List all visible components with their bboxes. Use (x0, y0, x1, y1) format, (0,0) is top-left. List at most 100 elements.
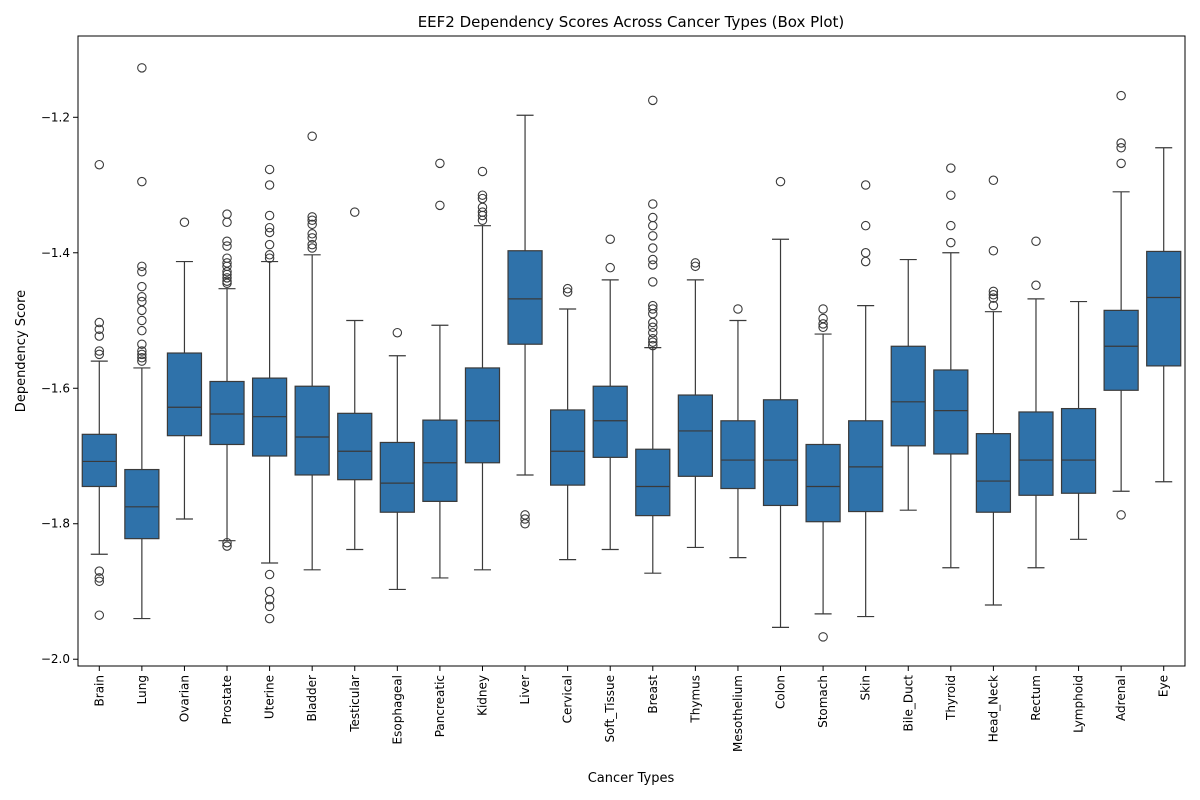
outlier-point (94, 331, 105, 341)
iqr-box (762, 399, 799, 507)
outlier-point (648, 260, 658, 270)
box-pancreatic (422, 158, 458, 579)
outlier-point (520, 518, 530, 529)
iqr-box (550, 409, 586, 486)
outlier-point (860, 220, 871, 231)
outlier-point (648, 231, 658, 241)
iqr-box (677, 394, 713, 477)
outlier-point (264, 601, 275, 612)
box-uterine (251, 164, 288, 624)
box-thyroid (933, 163, 969, 569)
outlier-point (222, 217, 232, 228)
x-tick-label: Thymus (688, 675, 702, 724)
outlier-point (307, 243, 317, 253)
x-tick-label: Stomach (816, 675, 830, 728)
outlier-point (477, 190, 488, 200)
outlier-point (988, 175, 999, 186)
iqr-box (507, 250, 543, 345)
outlier-point (137, 339, 147, 349)
outlier-point (860, 256, 871, 267)
outlier-point (137, 281, 147, 292)
y-axis-label: Dependency Score (14, 290, 29, 412)
iqr-box (933, 369, 969, 455)
outlier-point (307, 212, 317, 222)
x-tick-label: Mesothelium (731, 675, 745, 752)
box-brain (81, 159, 117, 620)
iqr-box (124, 468, 160, 540)
x-tick-label: Eye (1157, 675, 1171, 697)
outlier-point (988, 245, 999, 256)
x-tick-label: Testicular (348, 675, 362, 733)
iqr-box (81, 433, 117, 488)
outlier-point (648, 254, 658, 265)
outlier-point (264, 180, 275, 190)
outlier-point (349, 207, 360, 217)
outlier-point (1031, 280, 1041, 291)
outlier-point (137, 353, 147, 363)
outlier-point (392, 327, 403, 338)
outlier-point (988, 286, 999, 297)
outlier-point (648, 220, 658, 231)
outlier-point (94, 566, 105, 576)
outlier-point (520, 514, 530, 524)
x-tick-label: Esophageal (390, 675, 404, 744)
outlier-point (860, 248, 871, 258)
outlier-point (307, 131, 317, 142)
box-thymus (677, 258, 713, 549)
outlier-point (988, 300, 999, 311)
outlier-point (946, 190, 956, 200)
outlier-point (1116, 158, 1126, 169)
outlier-point (222, 273, 232, 283)
outlier-point (946, 237, 956, 248)
outlier-point (264, 569, 275, 580)
outlier-point (648, 334, 658, 344)
box-cervical (550, 283, 586, 561)
outlier-point (137, 63, 147, 73)
iqr-box (1103, 309, 1139, 391)
x-tick-label: Liver (518, 675, 532, 705)
box-soft-tissue (592, 234, 628, 551)
x-axis: Brain Lung Ovarian Prostate Uterine Bladder Te… (92, 666, 1171, 752)
outlier-point (988, 293, 999, 303)
outlier-point (648, 340, 658, 351)
box-kidney (464, 166, 501, 571)
outlier-point (605, 234, 615, 244)
outlier-point (1116, 143, 1126, 153)
y-tick-label: −1.6 (41, 381, 70, 395)
x-tick-label: Prostate (220, 675, 234, 724)
outlier-point (690, 258, 701, 268)
outlier-point (562, 283, 573, 294)
outlier-point (222, 278, 232, 289)
outlier-point (264, 164, 275, 175)
outlier-point (307, 215, 317, 226)
outlier-point (477, 166, 488, 177)
outlier-point (1116, 138, 1126, 148)
box-adrenal (1103, 90, 1139, 520)
iqr-box (294, 385, 330, 476)
outlier-point (648, 304, 658, 314)
outlier-point (477, 215, 488, 226)
outlier-point (94, 324, 105, 335)
x-tick-label: Kidney (475, 675, 489, 716)
box-prostate (209, 209, 245, 551)
outlier-point (1116, 510, 1126, 520)
x-tick-label: Cervical (561, 675, 575, 723)
iqr-box (166, 352, 203, 437)
x-tick-label: Rectum (1029, 675, 1043, 721)
x-tick-label: Bladder (305, 675, 319, 722)
x-tick-label: Pancreatic (433, 675, 447, 737)
box-testicular (337, 207, 373, 551)
x-tick-label: Soft_Tissue (603, 675, 617, 742)
x-tick-label: Head_Neck (986, 675, 1000, 742)
iqr-box (848, 420, 884, 513)
box-lymphoid (1060, 300, 1097, 540)
outlier-point (307, 239, 317, 250)
iqr-box (720, 420, 756, 490)
outlier-point (1031, 236, 1041, 247)
outlier-point (94, 610, 105, 620)
outlier-point (648, 317, 658, 328)
outlier-point (222, 209, 232, 219)
outlier-point (818, 632, 828, 642)
outlier-point (179, 217, 190, 228)
